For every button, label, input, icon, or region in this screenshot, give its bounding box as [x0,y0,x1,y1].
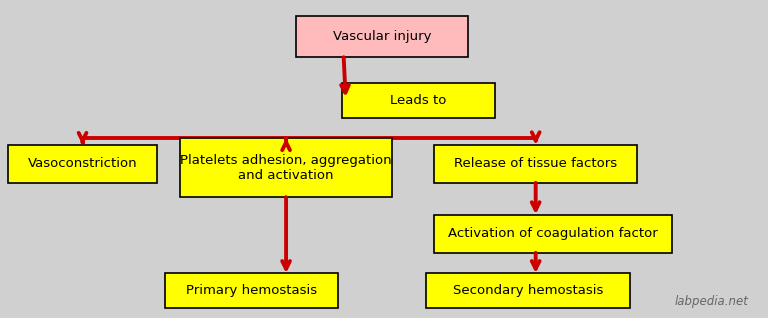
FancyBboxPatch shape [180,138,392,197]
FancyBboxPatch shape [426,273,630,308]
FancyBboxPatch shape [342,83,495,118]
Text: Secondary hemostasis: Secondary hemostasis [453,285,603,297]
Text: Activation of coagulation factor: Activation of coagulation factor [448,227,658,240]
Text: Vascular injury: Vascular injury [333,30,432,43]
Text: Platelets adhesion, aggregation
and activation: Platelets adhesion, aggregation and acti… [180,154,392,182]
FancyBboxPatch shape [434,145,637,183]
Text: labpedia.net: labpedia.net [675,295,749,308]
Text: Release of tissue factors: Release of tissue factors [454,157,617,170]
FancyBboxPatch shape [296,16,468,57]
Text: Leads to: Leads to [390,94,447,107]
FancyBboxPatch shape [8,145,157,183]
FancyBboxPatch shape [434,215,672,253]
Text: Vasoconstriction: Vasoconstriction [28,157,137,170]
Text: Primary hemostasis: Primary hemostasis [186,285,317,297]
FancyBboxPatch shape [165,273,338,308]
